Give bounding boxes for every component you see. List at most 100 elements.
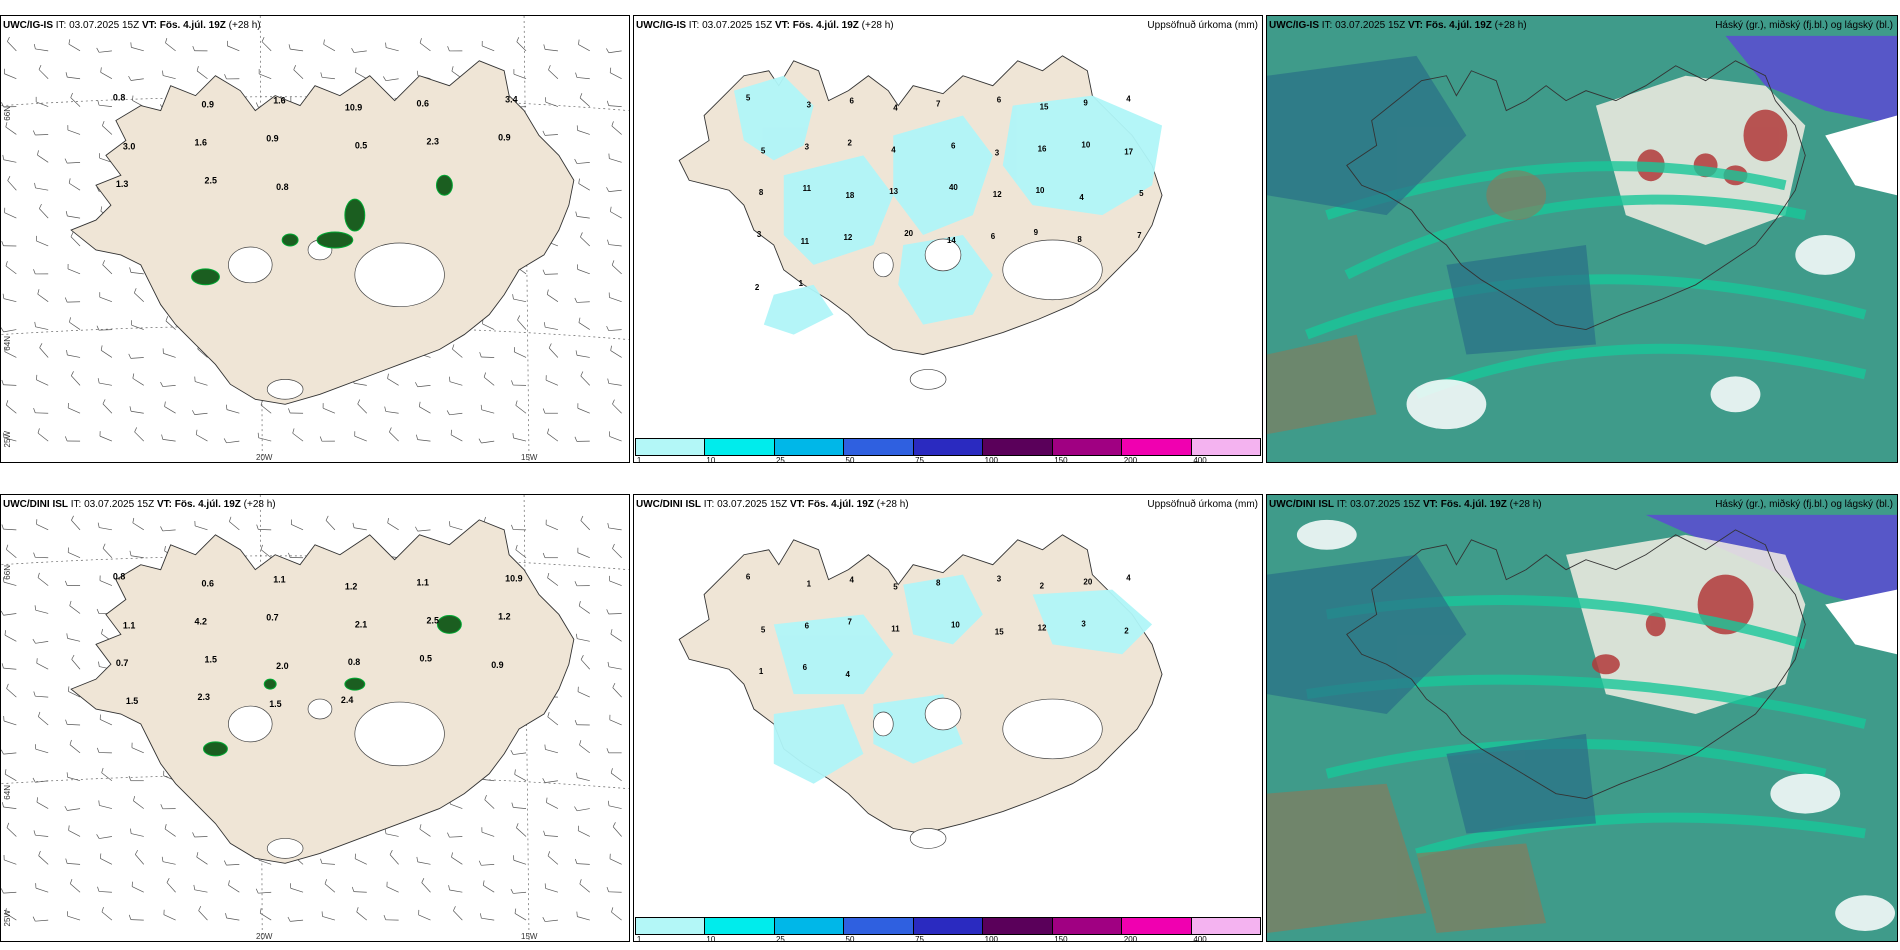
wind-value-label: 1.6 <box>195 137 207 147</box>
wind-barb <box>70 236 81 247</box>
wind-barb <box>577 269 590 275</box>
colorbar-tick-label: 100 <box>984 935 998 942</box>
wind-barb-flag <box>38 711 41 717</box>
wind-barb <box>579 744 590 754</box>
precip-value-label: 3 <box>757 230 762 239</box>
wind-barb <box>4 212 17 219</box>
colorbar-tick-label: 150 <box>1054 935 1068 942</box>
wind-value-label: 1.2 <box>345 582 357 592</box>
wind-barb-flag <box>574 581 578 586</box>
precip-value-label: 9 <box>1083 99 1088 108</box>
precip-value-label: 6 <box>951 141 956 150</box>
wind-value-label: 3.0 <box>123 141 135 151</box>
precip-value-label: 8 <box>936 579 941 588</box>
wind-barb-flag <box>64 158 68 164</box>
wind-barb <box>612 548 622 558</box>
precip-value-label: 2 <box>1040 582 1045 591</box>
wind-barb <box>5 773 17 782</box>
wind-barb-flag <box>478 438 482 444</box>
cloud-title: Háský (gr.), miðský (fj.bl.) og lágský (… <box>1715 20 1893 31</box>
colorbar-segment <box>636 439 706 455</box>
wind-barb <box>226 409 240 414</box>
wind-barb-flag <box>100 206 103 212</box>
it-label: IT: <box>1336 499 1348 510</box>
wind-barb <box>608 244 622 247</box>
wind-barb <box>35 748 49 754</box>
wind-barb <box>36 801 49 809</box>
wind-barb-flag <box>1 802 4 808</box>
wind-barb <box>545 379 559 386</box>
wind-barb-flag <box>33 43 36 50</box>
wind-barb <box>514 351 527 358</box>
wind-barb <box>580 375 591 386</box>
wind-barb-flag <box>71 654 75 660</box>
wind-barb-flag <box>102 121 105 126</box>
precip-value-label: 7 <box>936 100 941 109</box>
wind-barb-flag <box>578 317 581 323</box>
clear-area <box>1566 534 1806 715</box>
wind-barb <box>6 688 17 698</box>
wind-barb <box>98 891 112 893</box>
wind-barb-flag <box>65 719 68 725</box>
precip-value-label: 4 <box>1126 574 1131 583</box>
wind-barb <box>611 264 622 275</box>
wind-barb <box>545 749 559 754</box>
wind-value-label: 2.3 <box>198 692 210 702</box>
wind-barb <box>516 827 527 837</box>
wind-barb-flag <box>574 436 578 442</box>
wind-barb-flag <box>1 102 4 108</box>
wind-barb-flag <box>97 378 100 384</box>
wind-barb-flag <box>2 154 5 160</box>
wind-barb <box>324 883 336 893</box>
vt-value: Fös. 4.júl. 19Z <box>1440 499 1507 510</box>
vt-value: Fös. 4.júl. 19Z <box>174 499 241 510</box>
it-label: IT: <box>1321 20 1333 31</box>
wind-barb-flag <box>510 888 514 894</box>
wind-barb <box>5 265 17 275</box>
wind-barb-flag <box>547 851 551 857</box>
wind-barb-flag <box>383 914 387 920</box>
wind-barb <box>547 716 559 726</box>
wind-barb <box>132 522 144 531</box>
wind-barb-flag <box>419 824 422 830</box>
wind-barb <box>3 329 17 333</box>
wind-barb-flag <box>160 381 164 387</box>
wind-barb-flag <box>612 399 615 405</box>
precip-areas <box>733 75 1163 335</box>
wind-barb <box>35 640 49 644</box>
wind-barb <box>453 910 463 921</box>
wind-barb-flag <box>418 401 421 407</box>
wind-value-label: 1.1 <box>123 620 135 630</box>
wind-barb <box>99 296 113 303</box>
precip-value-label: 17 <box>1124 147 1133 156</box>
wind-barb-flag <box>6 822 10 828</box>
wind-barb-flag <box>548 65 551 70</box>
wind-barb-flag <box>128 353 132 359</box>
wind-barb-flag <box>574 158 578 164</box>
precip-value-label: 11 <box>891 624 900 633</box>
it-label: IT: <box>55 20 67 31</box>
wind-barb-flag <box>387 373 389 379</box>
wind-barb <box>7 180 17 191</box>
wind-barb <box>576 216 590 219</box>
wind-barb <box>69 321 81 330</box>
wind-barb <box>419 42 431 52</box>
it-value: 03.07.2025 15Z <box>1350 499 1421 510</box>
wind-barb <box>36 379 49 386</box>
wind-value-label: 0.8 <box>348 657 360 667</box>
wind-barb-flag <box>574 297 578 303</box>
wind-barb <box>450 434 463 442</box>
wind-barb-flag <box>96 325 100 331</box>
colorbar-tick-label: 10 <box>706 935 716 942</box>
model-name: UWC/IG-IS <box>1269 20 1319 31</box>
precip-panel-top: 5 3 6 4 7 6 15 9 4 5 3 2 4 6 3 16 10 17 8 11 18 13 40 12 10 4 5 3 11… <box>633 15 1263 463</box>
wind-barb-flag <box>389 850 393 855</box>
wind-barb-flag <box>447 832 450 838</box>
wind-barb-flag <box>38 64 42 70</box>
wind-barb <box>577 552 590 559</box>
precip-colorbar <box>635 438 1261 456</box>
wind-barb-flag <box>102 260 105 265</box>
wind-barb-flag <box>97 522 100 528</box>
wind-barb <box>577 130 590 135</box>
wind-barb <box>3 528 17 531</box>
